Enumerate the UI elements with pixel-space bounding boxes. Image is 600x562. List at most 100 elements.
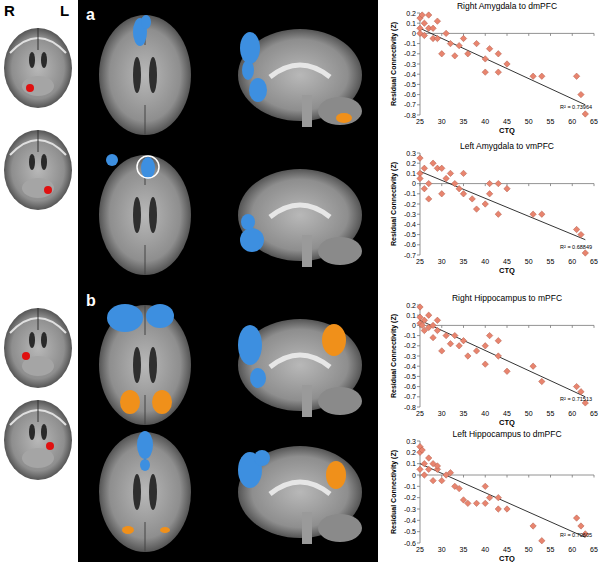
corpus-callosum [270, 482, 330, 494]
tick-label: 40 [481, 546, 489, 553]
ventricle [41, 52, 47, 68]
axis-title: CTQ [499, 554, 515, 562]
point [539, 73, 545, 79]
point [539, 211, 545, 217]
tick [417, 255, 420, 256]
tick-label: 45 [503, 410, 511, 417]
axis-title: Residual Connectivity (Z) [390, 162, 398, 246]
tick-label: -0.7 [404, 393, 416, 400]
tick-label: -0.1 [404, 190, 416, 197]
point [434, 463, 440, 469]
axis-title: CTQ [499, 126, 515, 135]
tick [550, 475, 551, 478]
tick-label: 25 [416, 546, 424, 553]
activation [120, 390, 140, 414]
point [486, 180, 492, 186]
roi [26, 84, 34, 92]
point [482, 201, 488, 207]
tick [417, 356, 420, 357]
point [486, 46, 492, 52]
point [443, 30, 449, 36]
ventricle [133, 57, 141, 93]
tick [417, 345, 420, 346]
tick-label: -0.3 [404, 353, 416, 360]
tick [550, 325, 551, 328]
tick-label: 40 [481, 258, 489, 265]
scatter-chart: Right Hippocampus to mPFCResidual Connec… [390, 293, 598, 427]
tick-label: 0.1 [406, 460, 416, 467]
plot-area [417, 12, 589, 117]
chart-title: Right Hippocampus to mPFC [452, 293, 562, 303]
tick [417, 13, 420, 14]
brainstem [302, 512, 312, 544]
figure: RLabRight Amygdala to dmPFCResidual Conn… [0, 0, 600, 562]
tick [463, 184, 464, 187]
cerebellum [318, 387, 362, 415]
point [419, 447, 425, 453]
point [460, 191, 466, 197]
point [495, 180, 501, 186]
point [430, 477, 436, 483]
tick [417, 94, 420, 95]
point [473, 500, 479, 506]
tick-label: 60 [568, 118, 576, 125]
tick-label: -0.2 [404, 494, 416, 501]
point [504, 186, 510, 192]
activation [106, 154, 118, 166]
tick-label: -0.4 [404, 517, 416, 524]
axial-slice [99, 431, 191, 552]
brainstem [22, 448, 54, 468]
tick-label: 30 [438, 118, 446, 125]
tick-label: -0.6 [404, 540, 416, 547]
tick-label: 35 [460, 258, 468, 265]
tick [417, 104, 420, 105]
point [482, 500, 488, 506]
activation [141, 157, 155, 179]
brain [4, 130, 72, 210]
tick [417, 366, 420, 367]
tick-label: 0 [412, 30, 416, 37]
ventricle [133, 474, 141, 510]
tick-label: -0.4 [404, 363, 416, 370]
tick [417, 486, 420, 487]
point [447, 170, 453, 176]
point [419, 12, 425, 18]
tick-label: 50 [525, 118, 533, 125]
point [421, 472, 427, 478]
point [469, 196, 475, 202]
tick [417, 386, 420, 387]
tick [417, 396, 420, 397]
activation [240, 228, 264, 252]
tick-label: 0.2 [406, 10, 416, 17]
axis-title: CTQ [499, 266, 515, 275]
tick-label: -0.1 [404, 40, 416, 47]
ventricle [41, 424, 47, 440]
point [421, 317, 427, 323]
point [421, 32, 427, 38]
tick-label: -0.3 [404, 506, 416, 513]
panel-label: a [86, 6, 95, 23]
point [417, 304, 423, 310]
activation [137, 431, 153, 459]
point [495, 353, 501, 359]
point [460, 35, 466, 41]
tick [594, 33, 595, 36]
tick-label: 50 [525, 258, 533, 265]
point [530, 211, 536, 217]
panel-label: b [86, 292, 96, 309]
tick [417, 234, 420, 235]
tick-label: 55 [547, 546, 555, 553]
tick [417, 531, 420, 532]
point [439, 191, 445, 197]
point [426, 12, 432, 18]
point [426, 196, 432, 202]
tick-label: -0.3 [404, 211, 416, 218]
tick [594, 325, 595, 328]
fissure [145, 305, 146, 335]
cerebellum [318, 97, 362, 125]
tick-label: 0.2 [406, 302, 416, 309]
tick-label: -0.1 [404, 483, 416, 490]
tick [441, 325, 442, 328]
coronal-slice [4, 400, 72, 480]
tick-label: 60 [568, 258, 576, 265]
